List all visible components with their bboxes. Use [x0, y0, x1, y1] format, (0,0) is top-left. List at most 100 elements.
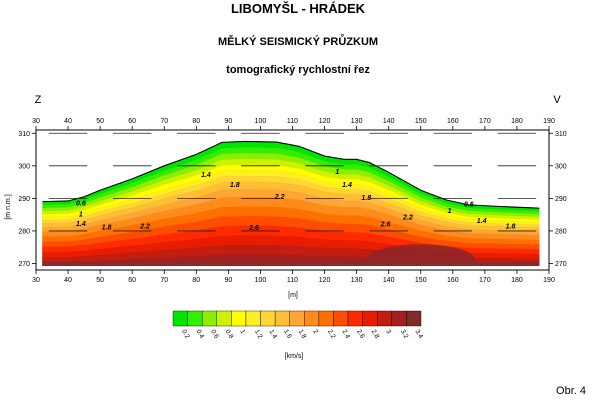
- y-tick-label-left: 300: [18, 163, 30, 170]
- y-tick-label-right: 280: [555, 228, 567, 235]
- colorbar-swatch: [362, 310, 378, 327]
- colorbar: 0.2 0.4 0.6 0.8 1 1.2 1.4 1.6 1.8 2 2.2 2.4 2.6 2.8 3 3…: [172, 310, 424, 341]
- colorbar-swatch: [172, 310, 188, 327]
- colorbar-swatch: [201, 310, 217, 327]
- y-tick-label-left: 310: [18, 131, 30, 138]
- x-tick-label-bottom: 110: [287, 277, 298, 284]
- chart-subtitle: tomografický rychlostní řez: [226, 64, 370, 76]
- x-tick-label-bottom: 140: [383, 277, 395, 284]
- colorbar-tick-label: 0.2: [180, 329, 191, 341]
- colorbar-swatch: [274, 310, 290, 327]
- colorbar-tick-label: 0.4: [195, 329, 206, 341]
- y-axis-label: [m n.m.]: [5, 194, 12, 219]
- colorbar-tick-label: 2.6: [355, 329, 366, 341]
- x-tick-label-top: 40: [64, 118, 72, 125]
- colorbar-swatch: [333, 310, 349, 327]
- colorbar-swatch: [347, 310, 363, 327]
- contour-label: 2.6: [248, 225, 259, 232]
- contour-label: 1.4: [76, 221, 86, 228]
- x-tick-label-top: 130: [351, 118, 363, 125]
- y-tick-label-right: 290: [555, 196, 567, 203]
- colorbar-label: [km/s]: [285, 353, 304, 360]
- colorbar-tick-label: 2.4: [340, 329, 351, 341]
- y-tick-label-left: 290: [18, 196, 30, 203]
- chart-title-survey: MĚLKÝ SEISMICKÝ PRŮZKUM: [217, 36, 379, 48]
- chart-title-location: LIBOMYŠL - HRÁDEK: [230, 1, 366, 16]
- x-tick-label-top: 140: [383, 118, 395, 125]
- figure-label: Obr. 4: [556, 385, 586, 397]
- x-tick-label-top: 80: [192, 118, 200, 125]
- contour-label: 1: [79, 211, 83, 218]
- colorbar-tick-label: 3.2: [399, 329, 410, 341]
- y-tick-label-left: 280: [18, 228, 30, 235]
- x-tick-label-top: 90: [224, 118, 232, 125]
- direction-right-label: V: [553, 94, 561, 106]
- x-tick-label-bottom: 60: [128, 277, 136, 284]
- contour-label: 1.8: [102, 224, 112, 231]
- velocity-section-chart: 3030404050506060707080809090100100110110…: [5, 94, 567, 360]
- x-tick-label-bottom: 130: [351, 277, 363, 284]
- colorbar-tick-label: 3: [384, 329, 392, 336]
- velocity-band: [365, 244, 476, 266]
- colorbar-tick-label: 1: [238, 329, 246, 336]
- colorbar-tick-label: 0.6: [209, 329, 220, 341]
- x-tick-label-bottom: 170: [479, 277, 491, 284]
- contour-label: 1: [448, 208, 452, 215]
- contour-label: 0.6: [464, 202, 474, 209]
- contour-label: 2.2: [274, 194, 285, 201]
- surface-profile-line: [42, 140, 540, 209]
- x-tick-label-bottom: 100: [255, 277, 267, 284]
- colorbar-tick-label: 1.2: [253, 329, 264, 341]
- contour-label: 0.6: [76, 201, 86, 208]
- colorbar-swatch: [245, 310, 261, 327]
- velocity-layers: [42, 141, 540, 266]
- x-tick-label-bottom: 80: [192, 277, 200, 284]
- colorbar-tick-label: 1.8: [297, 329, 308, 341]
- colorbar-tick-label: 1.6: [282, 329, 293, 341]
- x-tick-label-top: 150: [415, 118, 427, 125]
- contour-label: 2.2: [402, 215, 413, 222]
- contour-label: 1.8: [506, 224, 516, 231]
- contour-label: 1.8: [230, 182, 240, 189]
- x-tick-label-top: 160: [447, 118, 459, 125]
- contour-label: 1.4: [342, 182, 352, 189]
- y-tick-label-right: 300: [555, 163, 567, 170]
- x-tick-label-bottom: 30: [32, 277, 40, 284]
- x-tick-label-top: 60: [128, 118, 136, 125]
- x-tick-label-top: 120: [319, 118, 331, 125]
- direction-left-label: Z: [35, 94, 42, 106]
- contour-label: 1: [335, 169, 339, 176]
- x-tick-label-top: 70: [160, 118, 168, 125]
- y-axis-ticks: 270 270 280 280 290 290 300 300 310 310: [18, 131, 566, 268]
- colorbar-swatch: [318, 310, 334, 327]
- colorbar-swatch: [216, 310, 232, 327]
- contour-label: 2.2: [139, 223, 150, 230]
- contour-label: 1.4: [477, 218, 487, 225]
- x-tick-label-bottom: 50: [96, 277, 104, 284]
- x-tick-label-bottom: 150: [415, 277, 427, 284]
- x-tick-label-bottom: 120: [319, 277, 331, 284]
- colorbar-tick-label: 0.8: [224, 329, 235, 341]
- velocity-band: [42, 261, 540, 266]
- x-axis-label: [m]: [288, 292, 298, 299]
- colorbar-swatch: [289, 310, 305, 327]
- y-tick-label-right: 270: [555, 261, 567, 268]
- x-tick-label-bottom: 90: [224, 277, 232, 284]
- colorbar-swatch: [187, 310, 203, 327]
- x-tick-label-bottom: 190: [543, 277, 555, 284]
- colorbar-swatch: [304, 310, 320, 327]
- y-tick-label-left: 270: [18, 261, 30, 268]
- x-tick-label-top: 190: [543, 118, 555, 125]
- y-tick-label-right: 310: [555, 131, 567, 138]
- contour-labels: 0.611.4 1.8 2.21.41.82.22.611.41.82.22.610…: [76, 169, 515, 232]
- contour-label: 1.8: [361, 195, 371, 202]
- x-axis-ticks: 3030404050506060707080809090100100110110…: [32, 118, 555, 284]
- dashed-gridlines: [48, 132, 537, 232]
- x-tick-label-top: 180: [511, 118, 523, 125]
- colorbar-tick-label: 2: [311, 329, 319, 336]
- contour-label: 1.4: [201, 172, 211, 179]
- x-tick-label-bottom: 160: [447, 277, 459, 284]
- x-tick-label-top: 110: [287, 118, 298, 125]
- colorbar-swatch: [260, 310, 276, 327]
- x-tick-label-bottom: 40: [64, 277, 72, 284]
